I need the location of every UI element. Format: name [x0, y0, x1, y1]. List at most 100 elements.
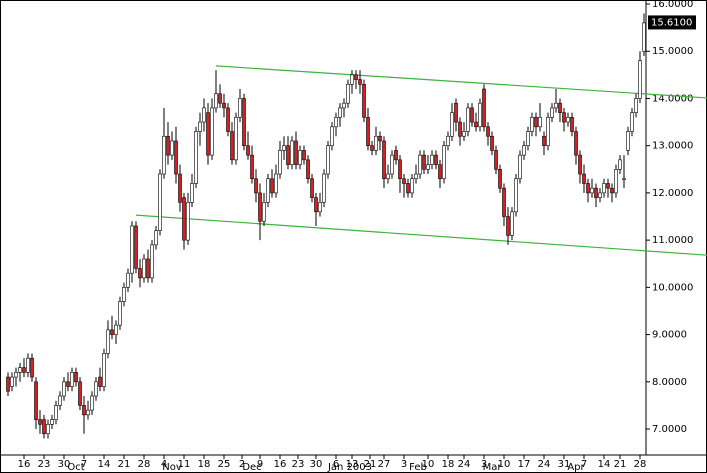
candle-body — [330, 126, 334, 146]
candle-body — [502, 187, 506, 217]
candle-body — [586, 183, 590, 194]
x-tick-label: 7 — [581, 459, 587, 470]
candle-body — [618, 159, 622, 170]
candle-body — [138, 268, 142, 279]
candle-body — [486, 126, 490, 137]
candle-body — [110, 329, 114, 335]
x-tick-label: 3 — [481, 459, 487, 470]
candle-body — [510, 211, 514, 236]
candle-body — [310, 178, 314, 198]
candle-body — [294, 140, 298, 165]
x-tick-label: 31 — [558, 459, 571, 470]
candle-body — [298, 150, 302, 165]
candle-body — [186, 202, 190, 241]
candle-body — [250, 154, 254, 180]
candle-body — [302, 150, 306, 161]
candle-body — [18, 367, 22, 373]
candle-body — [154, 230, 158, 246]
x-tick-label: 14 — [98, 459, 111, 470]
x-tick-label: 16 — [274, 459, 287, 470]
candle-body — [598, 192, 602, 198]
candle-body — [262, 202, 266, 222]
x-tick-label: 18 — [442, 459, 455, 470]
x-tick-label: 14 — [598, 459, 611, 470]
x-tick-label: 21 — [118, 459, 131, 470]
candle-body — [322, 173, 326, 203]
candle-body — [182, 197, 186, 241]
candle-body — [66, 381, 70, 387]
candle-body — [458, 121, 462, 137]
candle-body — [14, 372, 18, 378]
candle-body — [102, 353, 106, 387]
candle-body — [114, 324, 118, 335]
candle-body — [318, 202, 322, 213]
x-tick-label: 23 — [38, 459, 51, 470]
candle-body — [454, 102, 458, 123]
candle-body — [242, 98, 246, 146]
candle-body — [542, 135, 546, 146]
x-tick-label: 23 — [292, 459, 305, 470]
candle-body — [314, 197, 318, 213]
candle-body — [498, 168, 502, 189]
x-tick-label: 28 — [634, 459, 647, 470]
month-label: Apr — [567, 462, 585, 473]
y-tick-label: 16.0000 — [652, 0, 693, 10]
candle-body — [194, 131, 198, 184]
candle-body — [582, 173, 586, 184]
y-tick-label: 13.0000 — [652, 141, 693, 152]
candle-body — [578, 154, 582, 175]
candle-body — [6, 376, 10, 392]
x-tick-label: 10 — [498, 459, 511, 470]
x-tick-label: 18 — [198, 459, 211, 470]
trendline — [135, 214, 707, 256]
candle-body — [538, 117, 542, 128]
candle-body — [222, 102, 226, 109]
candle-body — [550, 107, 554, 118]
candle-body — [146, 258, 150, 279]
candle-body — [30, 357, 34, 378]
last-price-box — [648, 15, 696, 30]
candle-body — [450, 112, 454, 137]
y-tick-label: 7.0000 — [652, 424, 687, 435]
candle-body — [34, 381, 38, 420]
candle-body — [434, 154, 438, 165]
y-tick-label: 14.0000 — [652, 93, 693, 104]
candle-body — [526, 131, 530, 146]
candle-body — [214, 93, 218, 109]
candle-body — [254, 178, 258, 194]
month-label: Mar — [483, 462, 503, 473]
candle-body — [490, 135, 494, 151]
month-label: Oct — [67, 462, 84, 473]
candle-body — [54, 405, 58, 420]
candle-body — [274, 173, 278, 194]
candle-body — [382, 140, 386, 180]
candle-body — [630, 112, 634, 132]
candle-body — [282, 145, 286, 151]
candle-body — [126, 272, 130, 288]
candle-body — [230, 131, 234, 161]
x-tick-label: 24 — [458, 459, 471, 470]
candle-body — [210, 107, 214, 156]
candle-body — [570, 117, 574, 132]
candle-body — [26, 357, 30, 373]
candle-body — [70, 372, 74, 387]
candle-body — [546, 117, 550, 146]
candle-body — [402, 178, 406, 184]
candle-body — [410, 178, 414, 194]
month-label: Dec — [242, 462, 261, 473]
candle-body — [118, 301, 122, 326]
x-tick-label: 28 — [138, 459, 151, 470]
candle-body — [474, 121, 478, 128]
candle-body — [74, 372, 78, 383]
candle-body — [626, 131, 630, 151]
x-tick-label: 16 — [18, 459, 31, 470]
candle-body — [278, 150, 282, 175]
candle-body — [162, 135, 166, 175]
candle-body — [362, 83, 366, 118]
candle-body — [378, 135, 382, 142]
candle-body — [98, 376, 102, 387]
candle-body — [534, 117, 538, 128]
candle-body — [566, 117, 570, 123]
